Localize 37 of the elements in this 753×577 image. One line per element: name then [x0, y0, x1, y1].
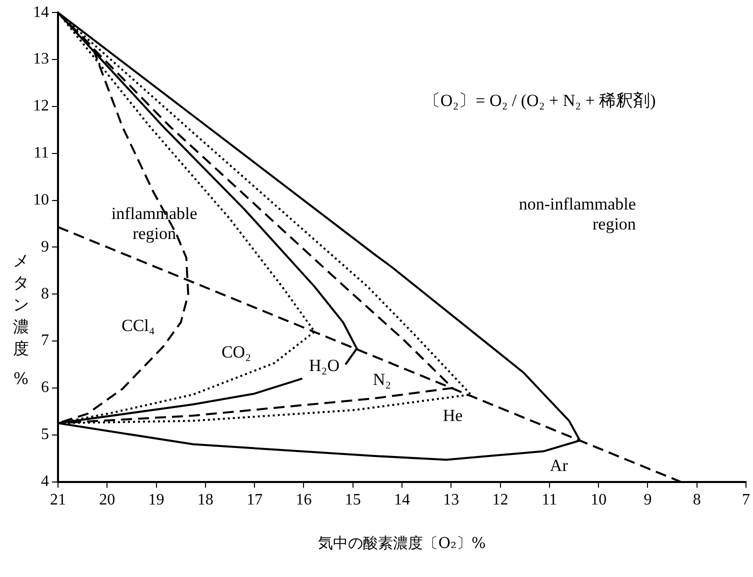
- x-tick-label: 20: [99, 492, 116, 509]
- y-tick-label: 13: [33, 50, 49, 68]
- x-tick-label: 16: [296, 492, 312, 509]
- x-tick-label: 17: [246, 492, 263, 509]
- x-axis-title: 気中の酸素濃度〔O₂〕%: [318, 534, 486, 552]
- y-tick-label: 5: [41, 426, 49, 444]
- y-tick-label: 4: [41, 473, 49, 490]
- y-tick-label: 12: [33, 98, 49, 115]
- x-tick-label: 8: [692, 492, 701, 509]
- y-tick-label: 6: [41, 379, 49, 396]
- x-tick-label: 14: [394, 492, 410, 509]
- y-tick-label: 14: [33, 4, 49, 21]
- x-tick-label: 12: [492, 492, 508, 509]
- x-tick-label: 10: [590, 492, 607, 509]
- y-axis-title: メタン濃度 %: [12, 250, 30, 390]
- x-tick-label: 19: [148, 492, 164, 509]
- series-label: N₂: [372, 370, 392, 389]
- annotation: non-inflammable region: [518, 194, 636, 234]
- annotation: inflammable region: [111, 204, 198, 243]
- x-tick-label: 7: [742, 492, 750, 509]
- x-tick-label: 13: [443, 492, 460, 509]
- x-tick-label: 9: [644, 492, 652, 509]
- annotation: 〔O₂〕= O₂ / (O₂ + N₂ + 稀釈剤): [423, 91, 656, 110]
- x-tick-label: 15: [344, 492, 361, 509]
- y-tick-label: 9: [41, 238, 49, 256]
- y-tick-label: 8: [41, 285, 49, 302]
- y-tick-label: 7: [41, 332, 49, 350]
- x-tick-label: 18: [197, 492, 214, 509]
- x-tick-label: 21: [50, 492, 66, 509]
- series-label: He: [442, 406, 463, 425]
- x-tick-label: 11: [542, 492, 558, 509]
- series-label: H₂O: [309, 356, 340, 376]
- series-label: CCl₄: [122, 316, 155, 336]
- series-label: CO₂: [221, 342, 251, 362]
- y-tick-label: 10: [33, 191, 49, 208]
- series-label: Ar: [550, 456, 568, 475]
- y-tick-label: 11: [34, 144, 49, 162]
